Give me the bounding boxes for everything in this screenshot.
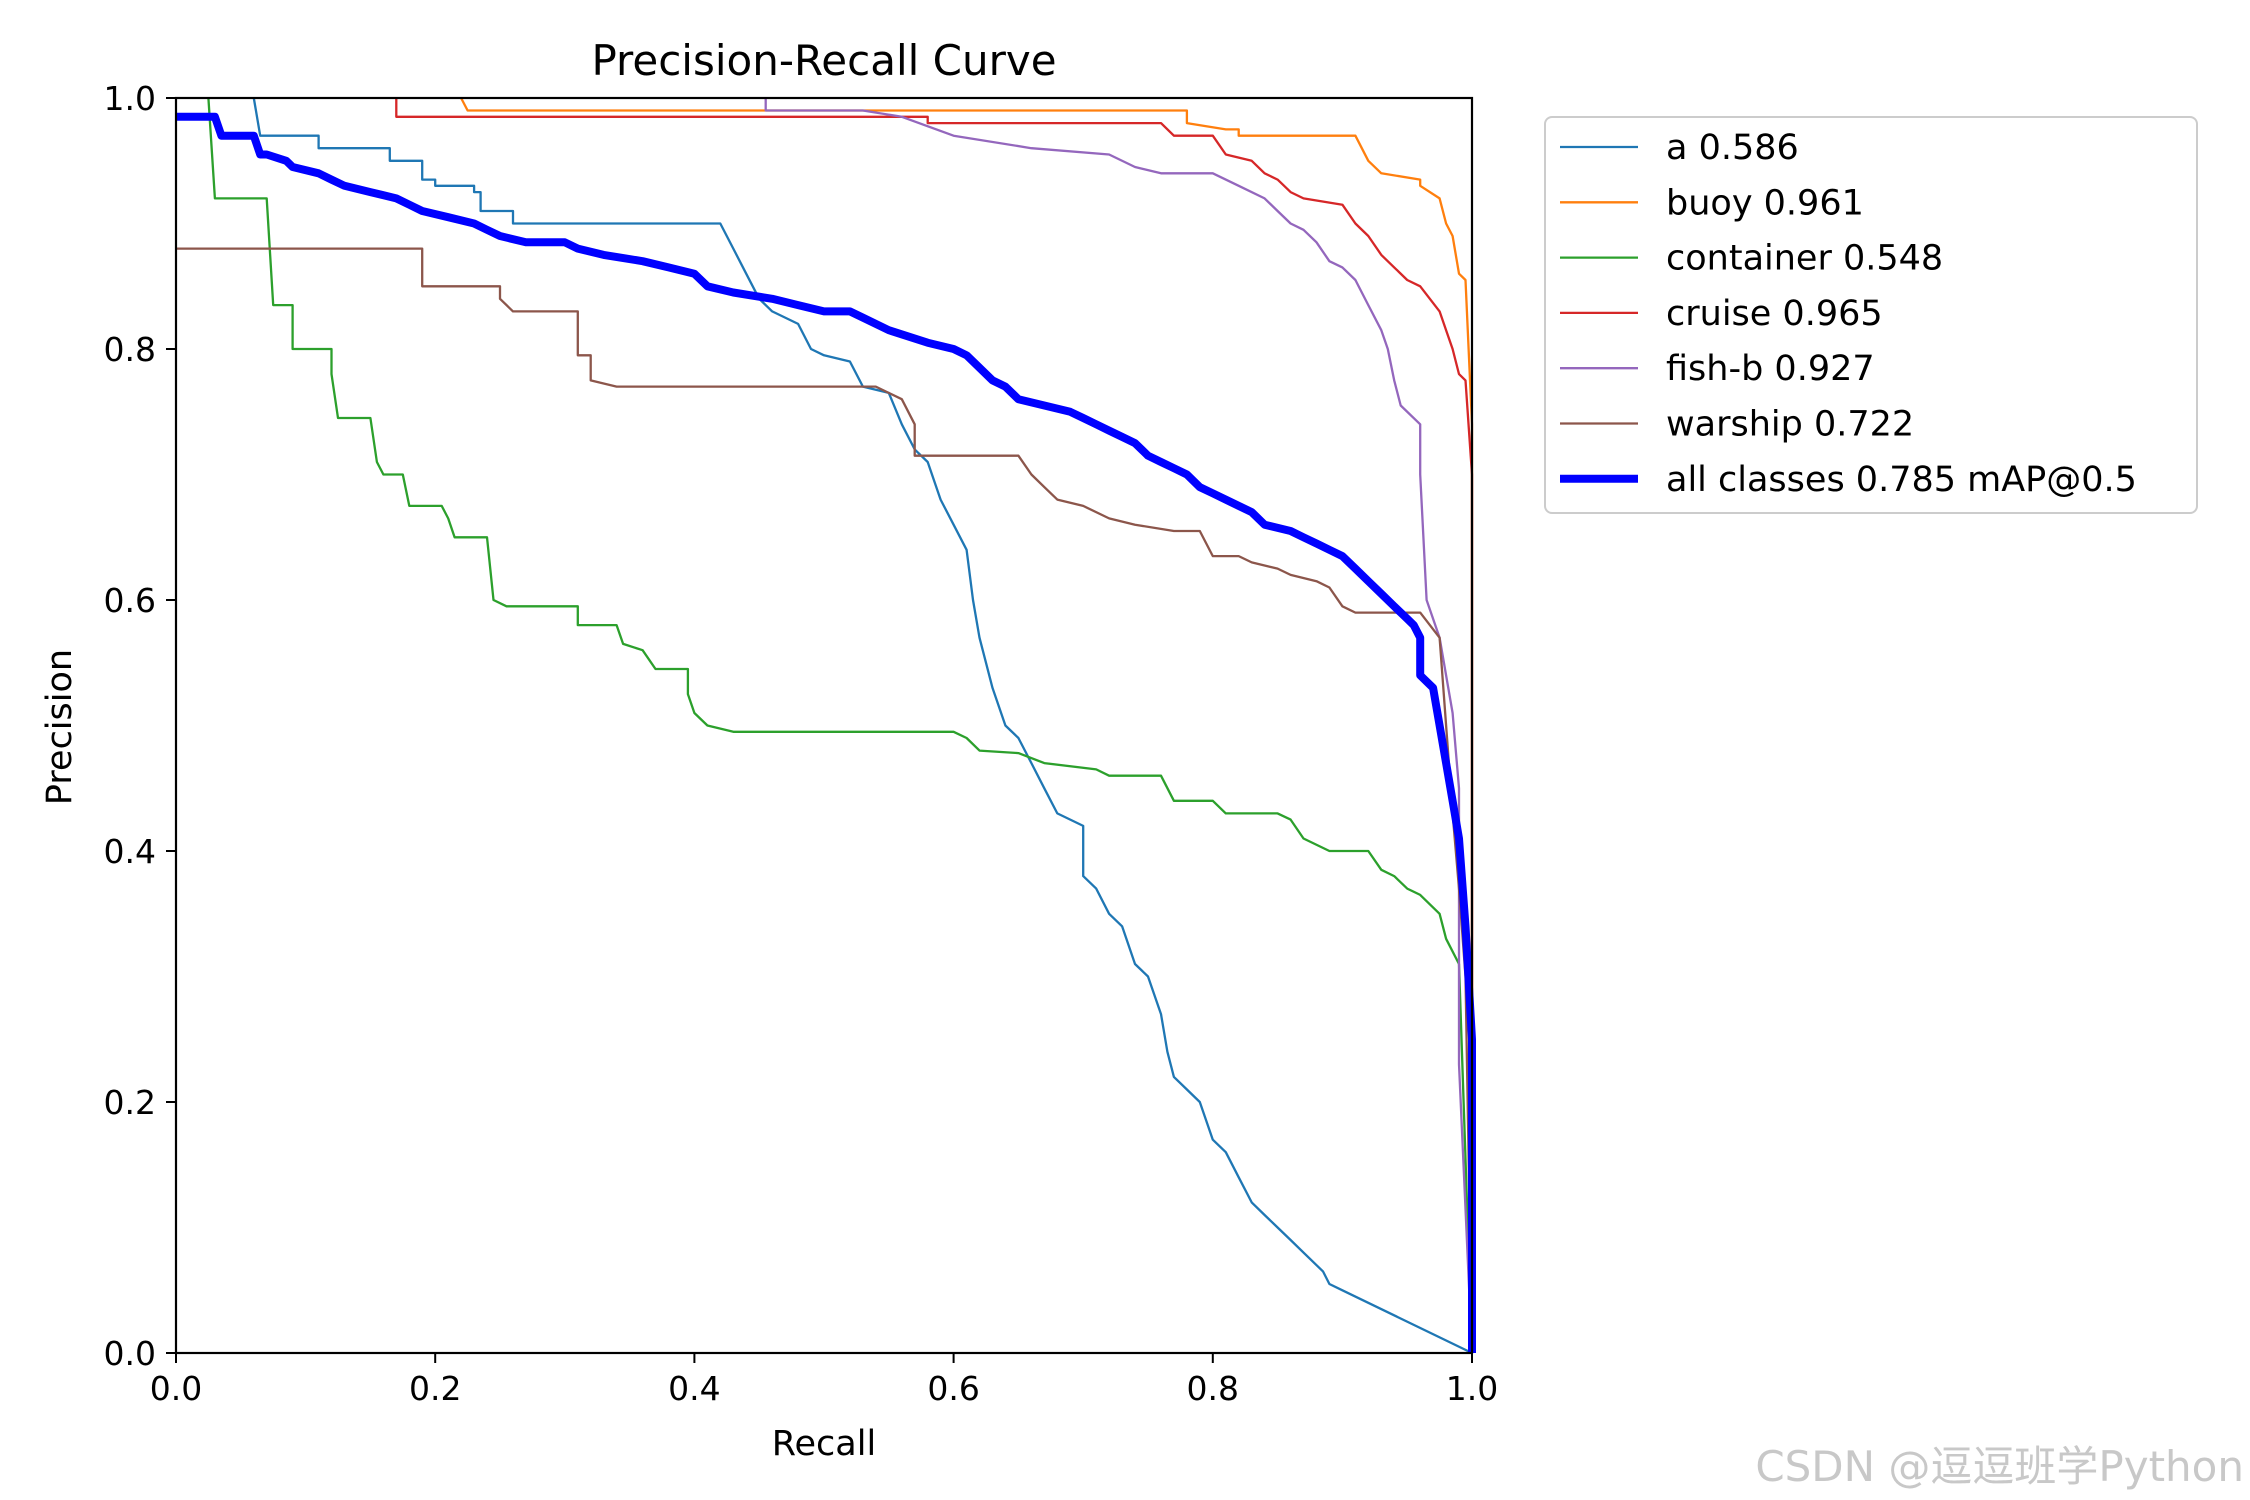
x-tick-label: 0.0	[150, 1369, 202, 1408]
x-axis-label: Recall	[772, 1424, 876, 1464]
x-tick-label: 0.8	[1187, 1369, 1239, 1408]
legend-label-cruise: cruise 0.965	[1666, 294, 1883, 334]
y-tick-label: 0.4	[104, 832, 156, 871]
watermark: CSDN @逗逗班学Python	[1755, 1442, 2244, 1491]
legend-label-buoy: buoy 0.961	[1666, 183, 1864, 223]
series-line-fish-b	[764, 98, 1474, 1354]
y-tick-label: 1.0	[104, 79, 156, 118]
legend-label-fish-b: fish-b 0.927	[1666, 349, 1875, 389]
legend-label-all-classes: all classes 0.785 mAP@0.5	[1666, 460, 2137, 500]
series-line-container	[207, 97, 1474, 1354]
series-line-warship	[176, 247, 1474, 1354]
legend: a 0.586 buoy 0.961 container 0.548 cruise 0…	[1544, 116, 2198, 514]
series-layer	[176, 97, 1476, 1355]
y-tick-label: 0.8	[104, 330, 156, 369]
legend-label-container: container 0.548	[1666, 239, 1943, 279]
x-tick-label: 0.4	[668, 1369, 720, 1408]
series-line-all-classes	[176, 112, 1476, 1353]
series-line-a	[252, 97, 1473, 1355]
plot-area	[176, 98, 1472, 1353]
x-axis-ticks: 0.0 0.2 0.4 0.6 0.8 1.0	[150, 1353, 1498, 1408]
legend-label-a: a 0.586	[1666, 128, 1799, 168]
y-tick-label: 0.0	[104, 1334, 156, 1373]
y-tick-label: 0.2	[104, 1083, 156, 1122]
legend-box	[1544, 116, 2198, 514]
chart-title: Precision-Recall Curve	[591, 36, 1056, 85]
legend-label-warship: warship 0.722	[1666, 405, 1914, 445]
series-line-buoy	[460, 97, 1474, 1353]
y-axis-ticks: 0.0 0.2 0.4 0.6 0.8 1.0	[104, 79, 176, 1373]
x-tick-label: 1.0	[1446, 1369, 1498, 1408]
series-line-cruise	[395, 98, 1474, 1353]
plot-frame	[174, 96, 1474, 1355]
x-tick-label: 0.6	[927, 1369, 979, 1408]
x-tick-label: 0.2	[409, 1369, 461, 1408]
y-tick-label: 0.6	[104, 581, 156, 620]
y-axis-label: Precision	[40, 649, 80, 805]
